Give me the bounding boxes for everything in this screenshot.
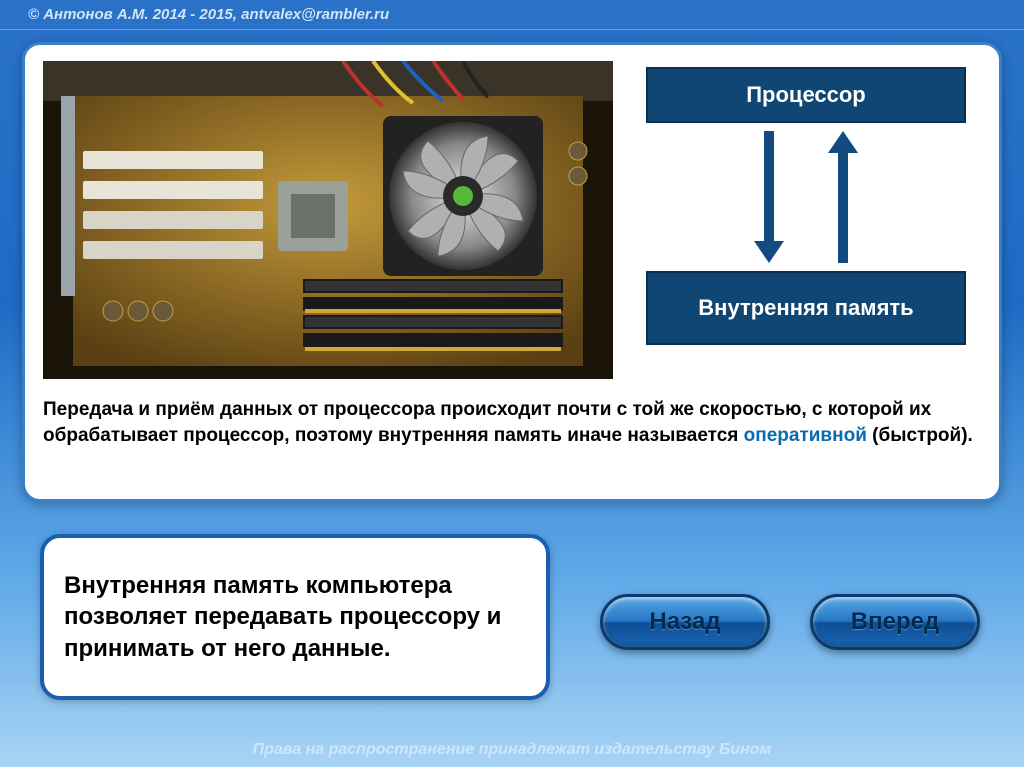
content-row: Процессор Внутренняя память <box>43 61 981 379</box>
body-text-accent: оперативной <box>744 425 867 446</box>
main-panel: Процессор Внутренняя память <box>22 42 1002 502</box>
back-button[interactable]: Назад <box>600 594 770 650</box>
diagram-box-processor: Процессор <box>646 67 966 123</box>
footer-bar: Права на распространение принадлежат изд… <box>0 741 1024 759</box>
forward-button[interactable]: Вперед <box>810 594 980 650</box>
copyright-text: © Антонов А.М. 2014 - 2015, antvalex@ram… <box>28 6 389 23</box>
forward-button-label: Вперед <box>851 608 939 635</box>
caption-text: Внутренняя память компьютера позволяет п… <box>64 570 526 664</box>
copyright-bar: © Антонов А.М. 2014 - 2015, antvalex@ram… <box>0 0 1024 30</box>
body-text-post: (быстрой). <box>867 425 973 446</box>
footer-text: Права на распространение принадлежат изд… <box>253 741 772 758</box>
motherboard-photo <box>43 61 613 379</box>
diagram-arrows <box>646 123 966 271</box>
caption-panel: Внутренняя память компьютера позволяет п… <box>40 534 550 700</box>
diagram-area: Процессор Внутренняя память <box>631 61 981 379</box>
diagram-box-memory: Внутренняя память <box>646 271 966 345</box>
back-button-label: Назад <box>649 608 720 635</box>
diagram-top-label: Процессор <box>746 82 866 108</box>
body-text: Передача и приём данных от процессора пр… <box>43 397 981 448</box>
diagram-bottom-label: Внутренняя память <box>698 295 913 321</box>
